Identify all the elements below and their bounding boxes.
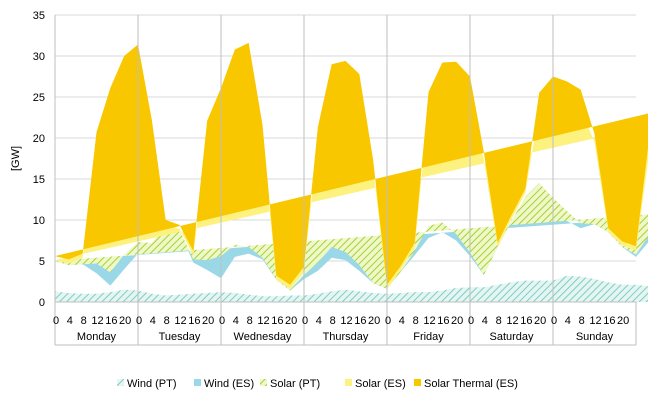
x-tick-label: 20 [451,315,463,327]
x-tick-label: 8 [164,315,170,327]
x-tick-label: 4 [233,315,239,327]
y-axis: 0 5 10 15 20 25 30 35 [33,10,56,309]
x-tick-label: 20 [202,315,214,327]
x-tick-label: 4 [150,315,156,327]
x-tick-label: 4 [565,315,571,327]
day-label: Thursday [323,331,369,343]
y-axis-title: [GW] [10,146,22,171]
legend-swatch [117,379,124,386]
x-tick-label: 16 [105,315,117,327]
y-tick-label: 20 [33,133,45,145]
legend-label: Solar (PT) [270,378,320,390]
area-series-group [55,42,648,302]
legend-label: Solar Thermal (ES) [424,378,518,390]
x-tick-label: 12 [423,315,435,327]
x-tick-label: 12 [340,315,352,327]
y-tick-label: 15 [33,174,45,186]
x-tick-label: 8 [496,315,502,327]
x-tick-label: 0 [551,315,557,327]
x-tick-label: 20 [368,315,380,327]
area-series-wind-pt [55,275,648,302]
x-tick-label: 12 [257,315,269,327]
legend-label: Solar (ES) [355,378,406,390]
legend-label: Wind (ES) [204,378,254,390]
day-label: Sunday [576,331,614,343]
x-tick-label: 0 [468,315,474,327]
x-tick-label: 8 [330,315,336,327]
x-tick-label: 16 [520,315,532,327]
x-tick-label: 16 [271,315,283,327]
y-tick-label: 0 [39,297,45,309]
x-tick-label: 20 [617,315,629,327]
legend: Wind (PT) Wind (ES) Solar (PT) Solar (ES) So… [117,378,518,390]
x-tick-label: 12 [174,315,186,327]
day-label: Monday [77,331,117,343]
x-tick-label: 0 [219,315,225,327]
x-tick-label: 0 [136,315,142,327]
area-series-solar-pt [55,183,648,291]
x-tick-label: 4 [316,315,322,327]
legend-label: Wind (PT) [127,378,177,390]
x-tick-label: 20 [285,315,297,327]
x-tick-label: 16 [354,315,366,327]
y-tick-label: 5 [39,256,45,268]
area-series-solar-thermal-es [55,42,648,285]
x-tick-label: 16 [188,315,200,327]
x-tick-label: 20 [119,315,131,327]
x-tick-label: 16 [437,315,449,327]
day-label: Tuesday [159,331,201,343]
x-tick-label: 8 [579,315,585,327]
day-label: Friday [413,331,444,343]
x-tick-label: 4 [399,315,405,327]
y-tick-label: 35 [33,10,45,22]
legend-swatch [414,379,421,386]
x-tick-label: 4 [482,315,488,327]
x-tick-label: 0 [53,315,59,327]
day-separators [137,15,554,302]
day-label: Saturday [489,331,534,343]
x-tick-label: 20 [534,315,546,327]
x-tick-label: 0 [385,315,391,327]
legend-swatch [345,379,352,386]
x-tick-label: 8 [247,315,253,327]
x-tick-label: 12 [91,315,103,327]
day-label: Wednesday [234,331,292,343]
y-tick-label: 30 [33,51,45,63]
legend-swatch [194,379,201,386]
x-tick-label: 12 [589,315,601,327]
y-tick-label: 25 [33,92,45,104]
x-tick-label: 16 [603,315,615,327]
legend-swatch [260,379,267,386]
x-tick-label: 0 [302,315,308,327]
x-tick-label: 8 [81,315,87,327]
x-tick-label: 4 [67,315,73,327]
x-tick-label: 8 [413,315,419,327]
x-tick-label: 12 [506,315,518,327]
y-tick-label: 10 [33,215,45,227]
